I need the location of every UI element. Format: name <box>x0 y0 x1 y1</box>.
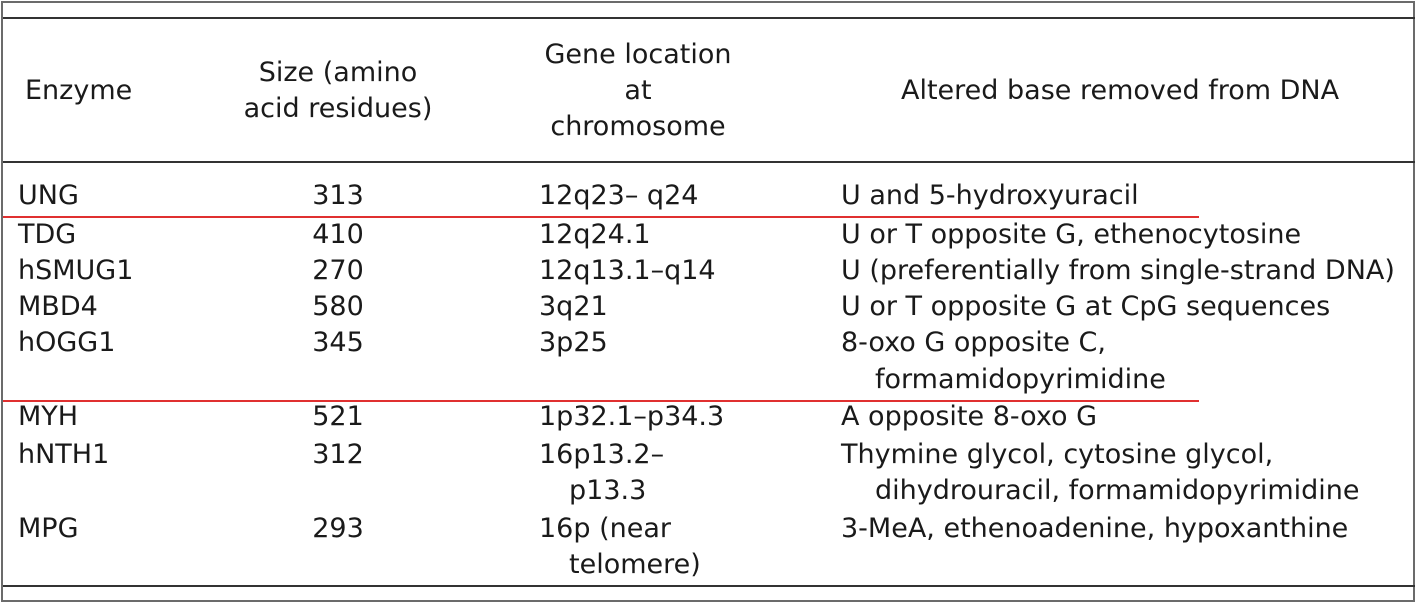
row-mpg-size: 293 <box>312 513 364 544</box>
row-myh-enzyme: MYH <box>18 401 79 432</box>
row-hnth1-gene-line-2: p13.3 <box>569 475 647 506</box>
header-enzyme: Enzyme <box>25 75 133 106</box>
row-ung-gene: 12q23– q24 <box>539 180 699 211</box>
row-mpg-enzyme: MPG <box>18 513 79 544</box>
row-mbd4-base: U or T opposite G at CpG sequences <box>841 291 1331 322</box>
row-hsmug1-gene: 12q13.1–q14 <box>539 255 716 286</box>
row-hogg1-base-line-2: formamidopyrimidine <box>875 364 1166 395</box>
row-mpg-gene-line-1: 16p (near <box>539 513 671 544</box>
header-gene-line-1: Gene location <box>544 39 732 70</box>
row-myh-base: A opposite 8-oxo G <box>841 401 1097 432</box>
header-size-line-1: Size (amino <box>258 57 418 88</box>
row-tdg-enzyme: TDG <box>18 219 77 250</box>
row-hogg1-enzyme: hOGG1 <box>18 327 116 358</box>
row-tdg-base: U or T opposite G, ethenocytosine <box>841 219 1302 250</box>
row-hsmug1-base: U (preferentially from single-strand DNA… <box>841 255 1395 286</box>
row-hnth1-base-line-2: dihydrouracil, formamidopyrimidine <box>875 475 1360 506</box>
row-hogg1-gene: 3p25 <box>539 327 608 358</box>
row-tdg-size: 410 <box>312 219 364 250</box>
header-size-line-2: acid residues) <box>243 93 433 124</box>
row-hsmug1-size: 270 <box>312 255 364 286</box>
row-hnth1-base-line-1: Thymine glycol, cytosine glycol, <box>841 439 1274 470</box>
top-rule <box>3 17 1415 19</box>
row-hsmug1-enzyme: hSMUG1 <box>18 255 134 286</box>
row-mbd4-enzyme: MBD4 <box>18 291 98 322</box>
header-rule <box>3 161 1415 163</box>
row-hnth1-size: 312 <box>312 439 364 470</box>
row-mpg-gene-line-2: telomere) <box>569 549 701 580</box>
row-tdg-gene: 12q24.1 <box>539 219 651 250</box>
bottom-rule <box>3 585 1415 587</box>
row-myh-gene: 1p32.1–p34.3 <box>539 401 725 432</box>
row-ung-enzyme: UNG <box>18 180 79 211</box>
highlight-line-2 <box>3 400 1199 402</box>
row-mbd4-gene: 3q21 <box>539 291 608 322</box>
row-mbd4-size: 580 <box>312 291 364 322</box>
highlight-line-1 <box>3 216 1199 218</box>
row-hogg1-size: 345 <box>312 327 364 358</box>
header-gene-line-3: chromosome <box>550 111 726 142</box>
row-hogg1-base-line-1: 8-oxo G opposite C, <box>841 327 1106 358</box>
row-hnth1-gene-line-1: 16p13.2– <box>539 439 665 470</box>
row-ung-size: 313 <box>312 180 364 211</box>
row-myh-size: 521 <box>312 401 364 432</box>
header-base: Altered base removed from DNA <box>901 75 1340 106</box>
row-hnth1-enzyme: hNTH1 <box>18 439 110 470</box>
header-gene-line-2: at <box>624 75 652 106</box>
header-size: Size (amino acid residues) <box>233 55 443 127</box>
row-ung-base: U and 5-hydroxyuracil <box>841 180 1139 211</box>
row-mpg-base: 3-MeA, ethenoadenine, hypoxanthine <box>841 513 1349 544</box>
header-gene: Gene location at chromosome <box>528 37 748 145</box>
